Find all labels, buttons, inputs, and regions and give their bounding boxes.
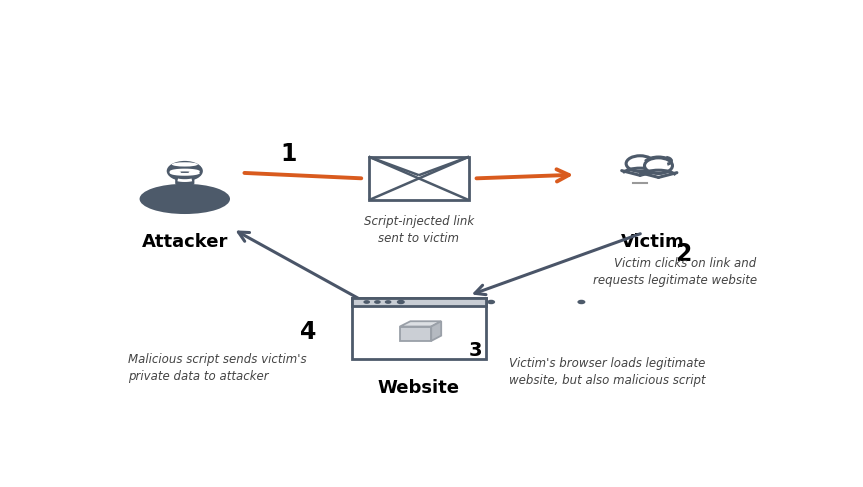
Circle shape [167, 161, 203, 181]
Text: Victim clicks on link and
requests legitimate website: Victim clicks on link and requests legit… [593, 257, 757, 287]
Ellipse shape [207, 167, 212, 169]
Circle shape [374, 300, 381, 304]
Text: 2: 2 [675, 242, 691, 266]
Text: 3: 3 [469, 341, 482, 360]
Text: Attacker: Attacker [142, 233, 228, 251]
Ellipse shape [171, 170, 198, 174]
Text: Victim's browser loads legitimate
website, but also malicious script: Victim's browser loads legitimate websit… [509, 356, 706, 387]
Circle shape [385, 300, 392, 304]
Text: Website: Website [378, 379, 460, 397]
FancyBboxPatch shape [175, 174, 194, 185]
Ellipse shape [189, 171, 196, 173]
Circle shape [487, 300, 495, 304]
Text: 1: 1 [280, 142, 297, 166]
Circle shape [363, 300, 370, 304]
FancyBboxPatch shape [369, 157, 469, 200]
Circle shape [645, 158, 672, 173]
Text: Script-injected link
sent to victim: Script-injected link sent to victim [364, 215, 474, 245]
Circle shape [397, 300, 405, 304]
Circle shape [627, 156, 654, 171]
FancyBboxPatch shape [352, 298, 486, 359]
Polygon shape [400, 326, 432, 341]
FancyBboxPatch shape [352, 298, 486, 306]
Text: 4: 4 [300, 320, 317, 344]
Ellipse shape [172, 162, 198, 167]
Ellipse shape [140, 184, 230, 214]
Text: Malicious script sends victim's
private data to attacker: Malicious script sends victim's private … [128, 353, 306, 383]
Ellipse shape [173, 171, 181, 173]
Circle shape [577, 300, 585, 304]
Ellipse shape [201, 165, 209, 168]
Polygon shape [432, 321, 441, 341]
Polygon shape [400, 321, 441, 326]
Text: Victim: Victim [621, 233, 685, 251]
